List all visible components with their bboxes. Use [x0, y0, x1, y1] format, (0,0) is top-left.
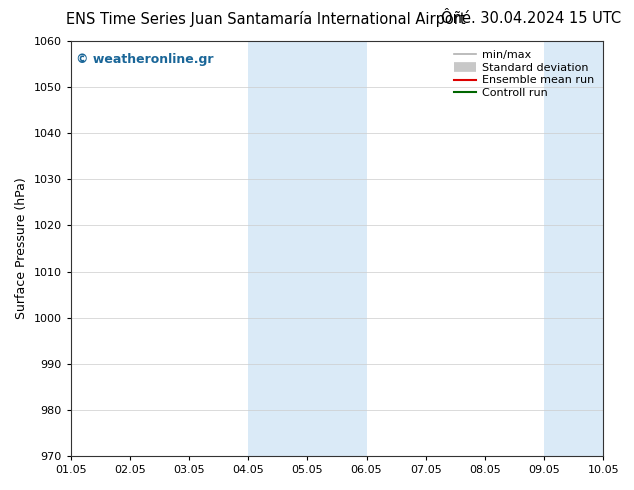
Text: ENS Time Series Juan Santamaría International Airport: ENS Time Series Juan Santamaría Internat…: [67, 11, 466, 27]
Y-axis label: Surface Pressure (hPa): Surface Pressure (hPa): [15, 178, 28, 319]
Text: © weatheronline.gr: © weatheronline.gr: [76, 53, 214, 67]
Bar: [248, 41, 366, 456]
Text: Ôñé. 30.04.2024 15 UTC: Ôñé. 30.04.2024 15 UTC: [441, 11, 621, 26]
Legend: min/max, Standard deviation, Ensemble mean run, Controll run: min/max, Standard deviation, Ensemble me…: [451, 47, 598, 101]
Bar: [544, 41, 603, 456]
